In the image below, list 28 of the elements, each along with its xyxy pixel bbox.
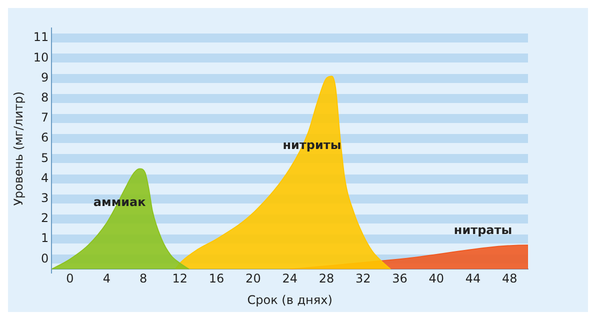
x-tick-label: 16 xyxy=(208,272,224,286)
y-tick-label: 5 xyxy=(41,150,49,165)
y-tick-label: 4 xyxy=(41,170,49,185)
x-tick-label: 12 xyxy=(172,272,188,286)
y-tick-label: 0 xyxy=(41,251,49,266)
x-tick-label: 24 xyxy=(282,272,298,286)
x-tick-label: 36 xyxy=(392,272,408,286)
x-tick-label: 8 xyxy=(139,272,148,286)
x-tick-label: 0 xyxy=(66,272,74,286)
x-tick-label: 32 xyxy=(355,272,371,286)
x-tick-label: 44 xyxy=(465,272,481,286)
y-tick-label: 3 xyxy=(41,190,49,205)
x-tick-label: 20 xyxy=(246,272,261,286)
series-label: нитраты xyxy=(454,223,512,238)
y-axis-title: Уровень (мг/литр) xyxy=(11,91,26,206)
x-tick-label: 4 xyxy=(102,272,110,286)
y-tick-label: 2 xyxy=(41,211,49,226)
x-axis-title: Срок (в днях) xyxy=(247,292,332,307)
y-tick-label: 10 xyxy=(33,50,49,64)
y-tick-label: 9 xyxy=(41,70,49,84)
y-tick-label: 1 xyxy=(41,231,49,246)
x-tick-label: 48 xyxy=(502,272,518,286)
y-tick-label: 7 xyxy=(41,110,49,125)
x-tick-label: 40 xyxy=(428,272,444,286)
y-tick-label: 6 xyxy=(41,130,49,145)
x-tick-label: 28 xyxy=(318,272,334,286)
y-tick-label: 8 xyxy=(41,90,49,104)
y-tick-label: 11 xyxy=(33,30,49,44)
